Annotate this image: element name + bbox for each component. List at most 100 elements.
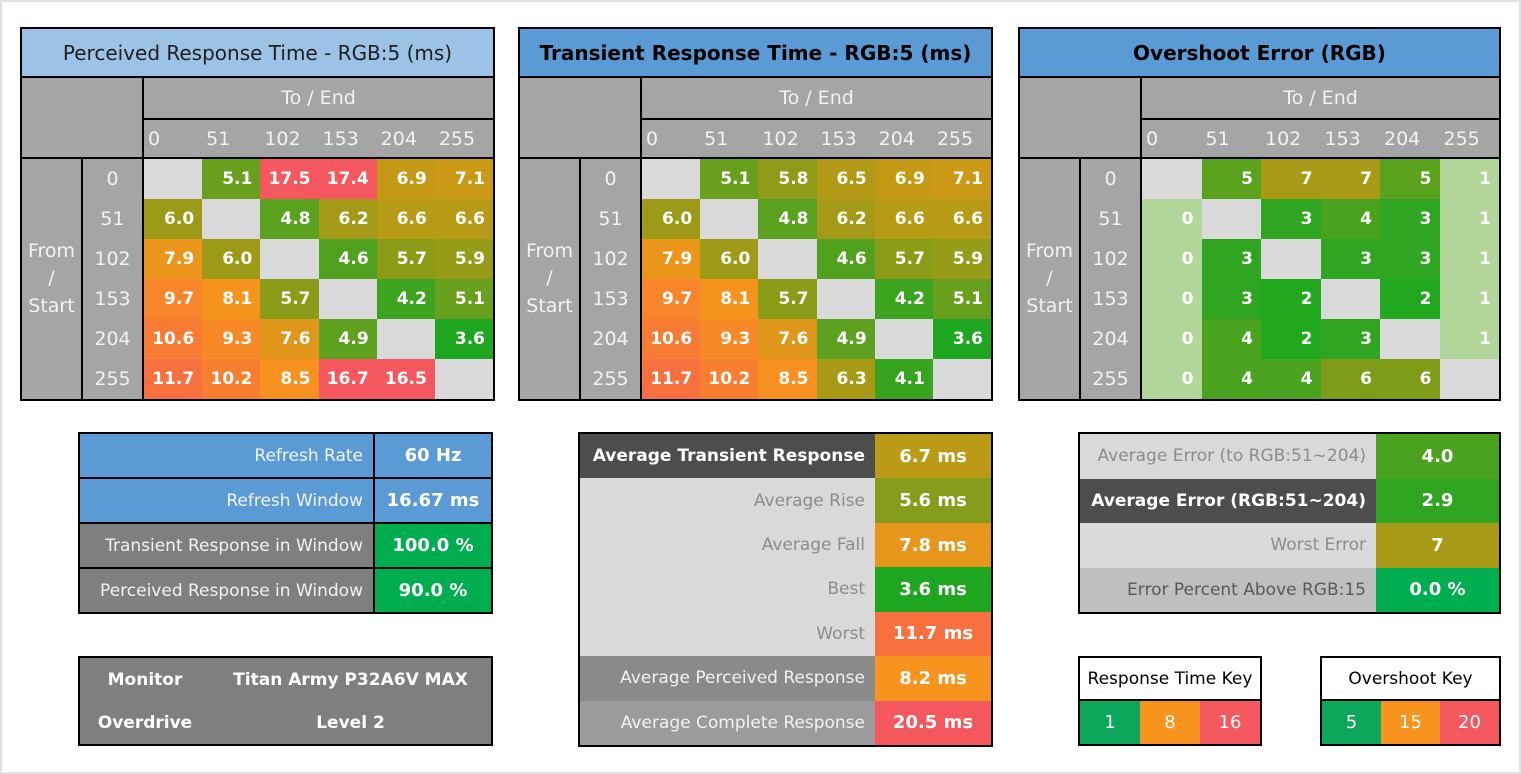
- heatmap-cell-r1c3: 4: [1320, 199, 1380, 239]
- col-header-255: 255: [1439, 120, 1499, 159]
- row-axis-line: From: [1025, 239, 1074, 262]
- summary-value: 7.8 ms: [875, 522, 991, 568]
- heatmap-cell-r4c5: 1: [1439, 319, 1499, 359]
- heatmap-cell-r1c0: 0: [1142, 199, 1202, 239]
- heatmap-cell-r4c3: 3: [1320, 319, 1380, 359]
- heatmap-cell-r2c0: 7.9: [144, 239, 203, 279]
- row-axis-line: Start: [526, 294, 573, 317]
- key-cell-15: 15: [1381, 701, 1440, 744]
- heatmap-cell-r5c2: 4: [1261, 359, 1321, 399]
- heatmap-cell-r2c2: [758, 239, 817, 279]
- summary-value: 6.7 ms: [875, 434, 991, 479]
- col-header-204: 204: [874, 120, 933, 159]
- col-header-102: 102: [1261, 120, 1321, 159]
- heatmap-cell-r2c4: 5.7: [376, 239, 435, 279]
- heatmap-cell-r0c1: 5.1: [202, 159, 261, 199]
- heatmap-cell-r2c4: 3: [1380, 239, 1440, 279]
- heatmap-cell-r4c5: 3.6: [932, 319, 991, 359]
- monitor-label: Overdrive: [97, 712, 193, 733]
- heatmap-cell-r1c1: [202, 199, 261, 239]
- col-header-153: 153: [318, 120, 377, 159]
- row-axis-line: /: [48, 267, 55, 290]
- heatmap-cell-r0c0: [642, 159, 701, 199]
- summary-label: Perceived Response in Window: [80, 569, 373, 612]
- heatmap-cell-r5c5: [434, 359, 493, 399]
- monitor-value: Level 2: [316, 712, 385, 733]
- row-header-102: 102: [83, 239, 144, 279]
- row-header-0: 0: [83, 159, 144, 199]
- heatmap-cell-r5c0: 11.7: [642, 359, 701, 399]
- col-header-102: 102: [260, 120, 319, 159]
- corner-cell: [1020, 78, 1142, 159]
- heatmap-cell-r5c4: 6: [1380, 359, 1440, 399]
- col-header-255: 255: [932, 120, 991, 159]
- key-cell-20: 20: [1440, 701, 1499, 744]
- summary-label: Refresh Window: [80, 479, 373, 522]
- heatmap-title: Perceived Response Time - RGB:5 (ms): [22, 29, 493, 78]
- col-axis-label: To / End: [1142, 78, 1499, 120]
- key-title: Response Time Key: [1080, 658, 1260, 701]
- heatmap-cell-r0c5: 7.1: [932, 159, 991, 199]
- key-cell-5: 5: [1322, 701, 1381, 744]
- heatmap-cell-r3c5: 5.1: [932, 279, 991, 319]
- row-header-51: 51: [581, 199, 642, 239]
- overshoot-key: Overshoot Key 5 15 20: [1320, 656, 1501, 746]
- heatmap-cell-r2c3: 4.6: [816, 239, 875, 279]
- heatmap-cell-r5c4: 16.5: [376, 359, 435, 399]
- heatmap-cell-r4c1: 4: [1201, 319, 1261, 359]
- summary-value: 16.67 ms: [375, 479, 491, 522]
- summary-label: Average Perceived Response: [580, 656, 875, 701]
- heatmap-cell-r5c0: 0: [1142, 359, 1202, 399]
- heatmap-cell-r4c2: 7.6: [260, 319, 319, 359]
- heatmap-cell-r1c1: [1201, 199, 1261, 239]
- col-header-51: 51: [700, 120, 759, 159]
- col-header-204: 204: [376, 120, 435, 159]
- heatmap-grid: To / End 0 51 102 153 204 255 From / Start 0 5.1 17.…: [22, 78, 493, 399]
- heatmap-cell-r3c4: 2: [1380, 279, 1440, 319]
- heatmap-cell-r1c1: [700, 199, 759, 239]
- heatmap-cell-r3c4: 4.2: [874, 279, 933, 319]
- heatmap-cell-r1c4: 6.6: [874, 199, 933, 239]
- col-header-153: 153: [1320, 120, 1380, 159]
- row-axis-line: Start: [28, 294, 75, 317]
- heatmap-cell-r0c2: 5.8: [758, 159, 817, 199]
- heatmap-cell-r4c1: 9.3: [202, 319, 261, 359]
- summary-value: 60 Hz: [375, 434, 491, 477]
- heatmap-cell-r0c5: 1: [1439, 159, 1499, 199]
- monitor-info-table: Monitor Titan Army P32A6V MAX Overdrive Lev…: [78, 656, 493, 746]
- heatmap-cell-r4c3: 4.9: [816, 319, 875, 359]
- summary-value: 90.0 %: [375, 569, 491, 612]
- heatmap-cell-r5c3: 6.3: [816, 359, 875, 399]
- summary-value: 2.9: [1376, 478, 1499, 523]
- heatmap-cell-r4c1: 9.3: [700, 319, 759, 359]
- row-header-0: 0: [1081, 159, 1142, 199]
- row-header-204: 204: [581, 319, 642, 359]
- row-header-153: 153: [581, 279, 642, 319]
- col-header-51: 51: [1201, 120, 1261, 159]
- heatmap-cell-r2c5: 5.9: [932, 239, 991, 279]
- heatmap-cell-r0c0: [144, 159, 203, 199]
- heatmap-cell-r3c0: 9.7: [642, 279, 701, 319]
- response-summary-table: Average Transient Response 6.7 ms Average …: [578, 432, 993, 747]
- heatmap-cell-r5c1: 10.2: [202, 359, 261, 399]
- heatmap-cell-r4c0: 10.6: [642, 319, 701, 359]
- heatmap-cell-r1c2: 3: [1261, 199, 1321, 239]
- heatmap-cell-r2c4: 5.7: [874, 239, 933, 279]
- heatmap-cell-r0c1: 5: [1201, 159, 1261, 199]
- heatmap-cell-r1c2: 4.8: [260, 199, 319, 239]
- row-header-51: 51: [1081, 199, 1142, 239]
- heatmap-cell-r0c4: 5: [1380, 159, 1440, 199]
- heatmap-cell-r4c3: 4.9: [318, 319, 377, 359]
- heatmap-grid: To / End 0 51 102 153 204 255 From / Start 0 5 7 7 5 1 5…: [1020, 78, 1499, 399]
- row-axis-line: From: [525, 239, 574, 262]
- heatmap-cell-r0c3: 6.5: [816, 159, 875, 199]
- heatmap-cell-r3c0: 0: [1142, 279, 1202, 319]
- row-header-204: 204: [1081, 319, 1142, 359]
- heatmap-cell-r3c2: 2: [1261, 279, 1321, 319]
- summary-label: Average Rise: [580, 478, 875, 523]
- heatmap-cell-r5c5: [932, 359, 991, 399]
- error-summary-table: Average Error (to RGB:51~204) 4.0 Average …: [1078, 432, 1501, 614]
- heatmap-cell-r4c0: 10.6: [144, 319, 203, 359]
- summary-label: Average Fall: [580, 522, 875, 568]
- heatmap-cell-r2c5: 5.9: [434, 239, 493, 279]
